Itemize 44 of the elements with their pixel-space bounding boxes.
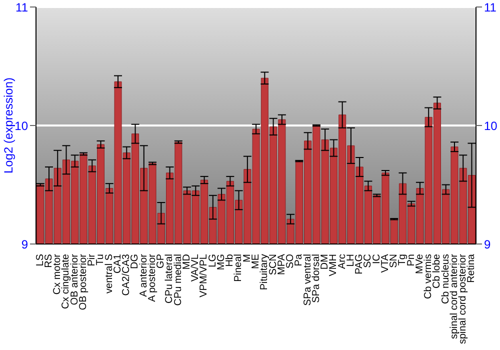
x-tick-label: spinal cord posterior — [458, 253, 469, 344]
x-tick-label: Pituitary — [259, 254, 270, 290]
x-tick-label: Cb lobe — [432, 254, 443, 288]
x-tick-label: RS — [43, 254, 54, 268]
y2-tick-label: 11 — [484, 0, 497, 14]
x-tick-label: ME — [250, 254, 262, 269]
x-tick-label: MPA — [276, 254, 288, 275]
y2-tick-label: 10 — [484, 118, 498, 133]
x-tick-label: Cb nucleus — [440, 254, 452, 304]
y2-tick-label: 9 — [484, 237, 491, 252]
x-tick-label: A anterior — [138, 253, 150, 297]
x-tick-label: VMH — [328, 254, 340, 276]
x-tick-label: A posterior — [146, 253, 158, 302]
x-tick-label: MVe — [414, 254, 426, 274]
x-tick-label: VPM/VPL — [198, 254, 210, 298]
x-tick-label: LS — [34, 254, 46, 266]
x-tick-label: Pn — [406, 254, 417, 266]
x-tick-label: OB posterior — [78, 253, 89, 310]
x-tick-label: IC — [371, 254, 382, 264]
x-tick-label: Arc — [336, 254, 348, 269]
x-tick-label: Pineal — [233, 254, 244, 282]
x-tick-label: Cx cingulate — [60, 254, 72, 310]
x-tick-label: Tg — [397, 254, 408, 266]
x-tick-label: MG — [216, 254, 227, 270]
y-tick-label: 10 — [14, 118, 28, 133]
y-tick-label: 11 — [16, 0, 28, 14]
x-tick-label: ventral S — [104, 254, 115, 294]
x-tick-label: SC — [362, 254, 374, 268]
x-tick-label: Tu — [95, 254, 106, 266]
x-tick-label: DG — [130, 254, 141, 269]
x-tick-label: SCN — [268, 254, 279, 276]
x-tick-label: LH — [345, 254, 356, 267]
x-tick-label: LG — [207, 254, 218, 268]
y-axis-title: Log2 (expression) — [1, 77, 16, 174]
x-tick-label: CPu medial — [172, 254, 184, 306]
x-tick-label: OB anterior — [69, 253, 80, 306]
y-tick-label: 9 — [21, 237, 28, 252]
x-tick-label: VTA — [380, 254, 391, 273]
x-tick-label: Pa — [294, 254, 305, 266]
x-tick-label: SPa dorsal — [310, 254, 322, 303]
x-tick-label: M — [242, 254, 253, 262]
x-tick-label: spinal cord anterior — [448, 253, 460, 340]
x-tick-label: Retina — [466, 254, 478, 283]
x-tick-label: CA1 — [112, 254, 124, 274]
